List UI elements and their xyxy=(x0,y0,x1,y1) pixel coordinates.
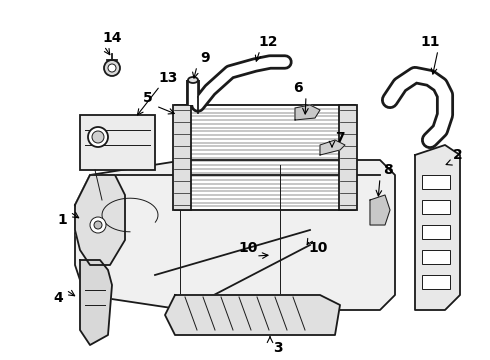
Text: 1: 1 xyxy=(57,213,67,227)
Polygon shape xyxy=(295,105,320,120)
Circle shape xyxy=(88,127,108,147)
Bar xyxy=(175,105,355,210)
Polygon shape xyxy=(415,145,460,310)
Polygon shape xyxy=(75,160,395,310)
Circle shape xyxy=(104,60,120,76)
Text: 13: 13 xyxy=(158,71,178,85)
Bar xyxy=(422,200,450,214)
Text: 3: 3 xyxy=(273,341,283,355)
Circle shape xyxy=(90,217,106,233)
Text: 5: 5 xyxy=(143,91,153,105)
Circle shape xyxy=(108,64,116,72)
Bar xyxy=(422,275,450,289)
Polygon shape xyxy=(75,175,125,265)
Polygon shape xyxy=(80,260,112,345)
Ellipse shape xyxy=(188,77,198,83)
Text: 10: 10 xyxy=(308,241,328,255)
Polygon shape xyxy=(320,140,345,155)
Text: 6: 6 xyxy=(293,81,303,95)
FancyBboxPatch shape xyxy=(80,115,155,170)
Text: 10: 10 xyxy=(238,241,258,255)
Polygon shape xyxy=(165,295,340,335)
Bar xyxy=(422,225,450,239)
Circle shape xyxy=(92,131,104,143)
Text: 2: 2 xyxy=(453,148,463,162)
Text: 14: 14 xyxy=(102,31,122,45)
Bar xyxy=(422,250,450,264)
Text: 7: 7 xyxy=(335,131,345,145)
Circle shape xyxy=(94,221,102,229)
Text: 8: 8 xyxy=(383,163,393,177)
Text: 4: 4 xyxy=(53,291,63,305)
Bar xyxy=(173,105,191,210)
Polygon shape xyxy=(370,195,390,225)
Bar xyxy=(339,105,357,210)
Bar xyxy=(422,175,450,189)
Text: 11: 11 xyxy=(420,35,440,49)
Text: 9: 9 xyxy=(200,51,210,65)
Text: 12: 12 xyxy=(258,35,278,49)
